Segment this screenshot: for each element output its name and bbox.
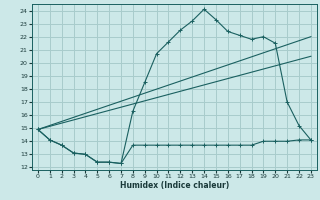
- X-axis label: Humidex (Indice chaleur): Humidex (Indice chaleur): [120, 181, 229, 190]
